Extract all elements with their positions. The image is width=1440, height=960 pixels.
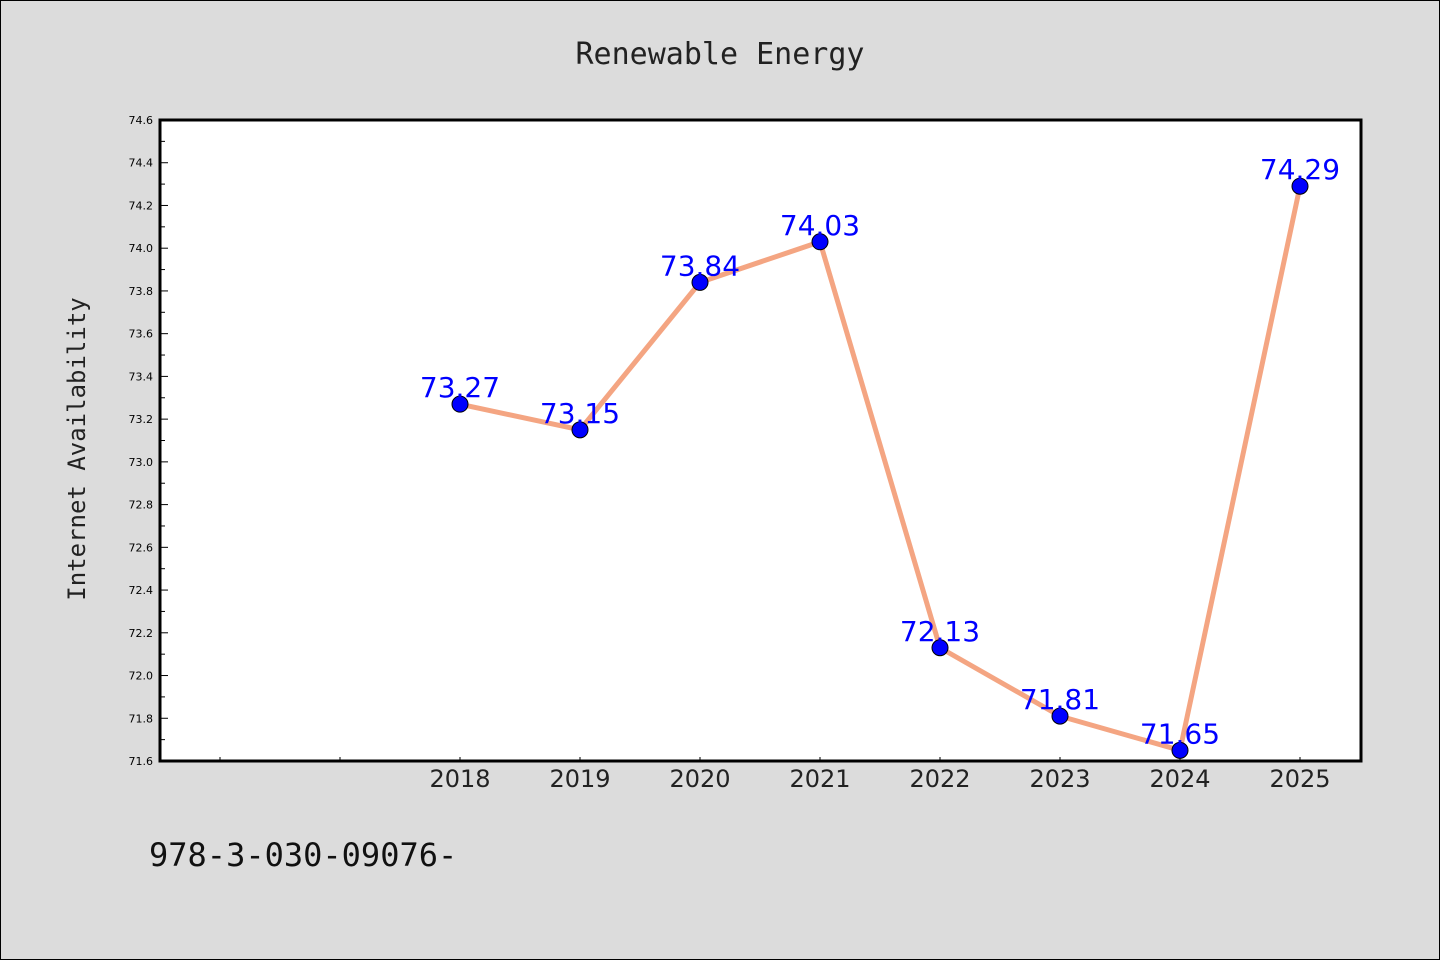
data-label-2023: 71.81 xyxy=(1020,683,1100,716)
y-axis-label: Internet Availability xyxy=(63,297,91,600)
data-point-2020 xyxy=(691,273,709,291)
series-layer xyxy=(451,177,1309,759)
data-point-2018 xyxy=(451,395,469,413)
x-axis-ticks: 2018 2019 2020 2021 2022 2023 2024 2025 xyxy=(219,757,1331,793)
y-tick-label-72.8: 72.8 xyxy=(129,499,154,512)
chart-title: Renewable Energy xyxy=(576,37,865,72)
x-tick-label-2022: 2022 xyxy=(909,765,970,793)
x-tick-label-2024: 2024 xyxy=(1149,765,1210,793)
data-label-2020: 73.84 xyxy=(660,249,740,282)
footer-text: 978-3-030-09076- xyxy=(149,836,457,874)
y-tick-label-74.4: 74.4 xyxy=(129,157,154,170)
y-tick-label-72.4: 72.4 xyxy=(129,584,154,597)
data-label-2018: 73.27 xyxy=(420,371,500,404)
data-point-2019 xyxy=(571,421,589,439)
data-label-2024: 71.65 xyxy=(1140,717,1220,750)
y-tick-label-72.0: 72.0 xyxy=(129,670,154,683)
y-axis-ticks: 71.6 71.8 72.0 72.2 72.4 72.6 72.8 73.0 73.2 73.4… xyxy=(129,114,168,768)
series-line-0 xyxy=(457,183,1303,753)
x-tick-label-2023: 2023 xyxy=(1029,765,1090,793)
y-tick-label-74.2: 74.2 xyxy=(129,199,154,212)
data-label-2021: 74.03 xyxy=(780,209,860,242)
data-point-2022 xyxy=(931,639,949,657)
data-label-layer: 73.27 73.15 73.84 74.03 72.13 71.81 71.65 74.29 xyxy=(420,153,1340,750)
y-tick-label-73.8: 73.8 xyxy=(129,285,154,298)
y-tick-label-74.0: 74.0 xyxy=(129,242,154,255)
y-tick-label-71.6: 71.6 xyxy=(129,755,154,768)
y-tick-label-73.0: 73.0 xyxy=(129,456,154,469)
y-tick-label-74.6: 74.6 xyxy=(129,114,154,127)
y-tick-label-73.6: 73.6 xyxy=(129,328,154,341)
x-tick-label-2021: 2021 xyxy=(789,765,850,793)
x-tick-label-2025: 2025 xyxy=(1269,765,1330,793)
data-point-2023 xyxy=(1051,707,1069,725)
data-label-2019: 73.15 xyxy=(540,397,620,430)
data-point-2024 xyxy=(1171,741,1189,759)
x-tick-label-2018: 2018 xyxy=(429,765,490,793)
x-tick-label-2019: 2019 xyxy=(549,765,610,793)
plot-area xyxy=(158,118,1363,763)
x-tick-label-2020: 2020 xyxy=(669,765,730,793)
data-point-2021 xyxy=(811,233,829,251)
y-tick-label-73.4: 73.4 xyxy=(129,370,154,383)
y-tick-label-72.6: 72.6 xyxy=(129,541,154,554)
data-label-2025: 74.29 xyxy=(1260,153,1340,186)
y-tick-label-73.2: 73.2 xyxy=(129,413,154,426)
y-tick-label-71.8: 71.8 xyxy=(129,712,154,725)
y-tick-label-72.2: 72.2 xyxy=(129,627,154,640)
data-label-2022: 72.13 xyxy=(900,615,980,648)
data-point-2025 xyxy=(1291,177,1309,195)
